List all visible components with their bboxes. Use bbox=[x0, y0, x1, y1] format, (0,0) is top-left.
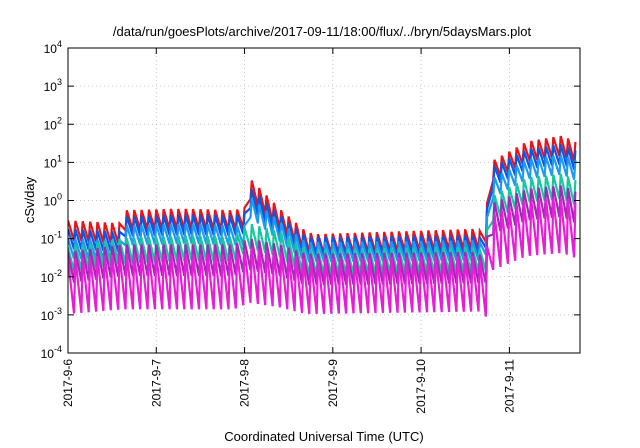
y-tick-label: 102 bbox=[44, 115, 62, 132]
x-tick-label: 2017-9-11 bbox=[502, 359, 516, 413]
chart-title: /data/run/goesPlots/archive/2017-09-11/1… bbox=[113, 24, 532, 39]
series-group bbox=[68, 135, 577, 317]
series-line-6 bbox=[68, 197, 577, 317]
x-tick-label: 2017-9-9 bbox=[326, 359, 340, 407]
y-tick-label: 10-2 bbox=[41, 268, 62, 285]
y-tick-label: 10-4 bbox=[41, 344, 62, 361]
x-axis-label: Coordinated Universal Time (UTC) bbox=[224, 429, 423, 444]
x-tick-label: 2017-9-6 bbox=[61, 359, 75, 407]
x-tick-label: 2017-9-8 bbox=[238, 359, 252, 407]
x-tick-label: 2017-9-7 bbox=[149, 359, 163, 407]
y-tick-label: 10-3 bbox=[41, 306, 62, 323]
y-axis-label: cSv/day bbox=[22, 176, 37, 223]
y-tick-label: 103 bbox=[44, 77, 62, 94]
y-tick-label: 100 bbox=[44, 192, 62, 209]
y-tick-label: 101 bbox=[44, 153, 62, 170]
x-tick-label: 2017-9-10 bbox=[414, 359, 428, 414]
y-tick-label: 104 bbox=[44, 39, 62, 56]
y-tick-label: 10-1 bbox=[41, 230, 62, 247]
